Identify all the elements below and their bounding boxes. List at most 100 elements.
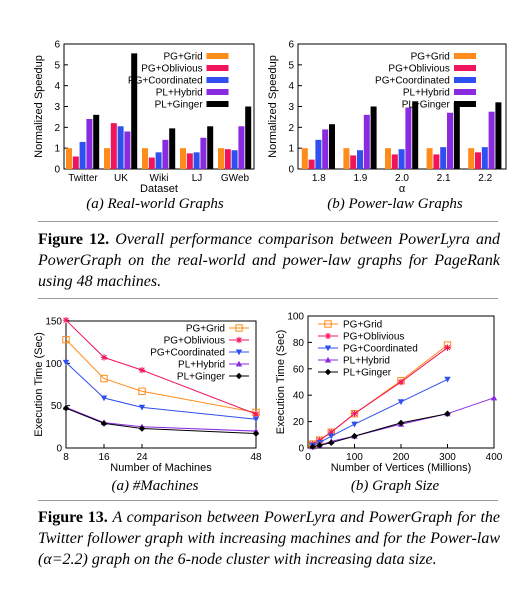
bar-pg-oblivious-2-0: [391, 154, 398, 169]
point-pg-oblivious: [351, 410, 358, 417]
point-pl-ginger: [316, 442, 323, 449]
series-line-pl-hybrid: [65, 406, 257, 432]
legend-label: PL+Hybrid: [178, 360, 225, 371]
legend-label: PG+Grid: [411, 52, 450, 63]
x-tick-label: 0: [305, 452, 311, 463]
bar-pl-hybrid-wiki: [162, 139, 169, 169]
bar-pl-hybrid-2-1: [447, 112, 453, 169]
legend-swatch-pg-grid: [206, 53, 229, 59]
x-tick-label: 2.1: [437, 173, 451, 184]
legend-label: PG+Grid: [186, 324, 225, 335]
bar-pl-ginger-2-1: [453, 102, 460, 169]
y-tick-label: 0: [56, 444, 62, 455]
bar-pl-ginger-1-9: [370, 106, 377, 169]
point-pg-coordinated: [351, 421, 358, 428]
legend-label: PG+Oblivious: [388, 64, 449, 75]
y-axis-label: Execution Time (Sec): [33, 332, 45, 437]
bar-pl-ginger-wiki: [169, 128, 176, 169]
y-tick-label: 40: [293, 391, 305, 402]
point-pg-grid: [235, 324, 243, 332]
point-pl-hybrid: [490, 394, 498, 401]
point-pg-grid: [62, 335, 70, 344]
legend-label: PG+Oblivious: [164, 336, 225, 347]
point-pg-oblivious: [100, 354, 108, 361]
bar-pl-ginger-lj: [207, 126, 214, 169]
x-axis-label: Dataset: [140, 183, 178, 195]
point-pl-ginger: [351, 432, 358, 440]
bar-pg-grid-wiki: [142, 148, 148, 169]
bar-pg-grid-lj: [180, 148, 186, 169]
y-tick-label: 100: [287, 312, 304, 323]
point-pl-ginger: [252, 430, 260, 437]
legend-label: PG+Grid: [164, 52, 203, 63]
legend-label: PL+Hybrid: [343, 356, 390, 367]
figure-12-label: Figure 12.: [38, 231, 110, 248]
bar-pg-oblivious-gweb: [224, 149, 231, 169]
figure-12-caption: Figure 12. Overall performance compariso…: [38, 229, 500, 292]
chart-machines-exec-time: 0 50 100 150 8 16 24 48 Number of Machines Execut…: [33, 317, 262, 475]
plot-frame: [65, 320, 257, 449]
x-tick-label: 1.9: [353, 173, 367, 184]
bar-pg-oblivious-uk: [110, 123, 117, 169]
y-tick-label: 3: [288, 102, 294, 113]
figure-13-text-a: A comparison between PowerLyra and Power…: [38, 509, 501, 568]
y-tick-label: 5: [54, 60, 60, 71]
figure-13-caption: Figure 13. A comparison between PowerLyr…: [38, 507, 500, 570]
point-pg-coordinated: [62, 359, 70, 366]
legend-label: PL+Ginger: [177, 372, 226, 383]
y-axis-label: Normalized Speedup: [267, 55, 279, 158]
bar-pl-hybrid-gweb: [238, 126, 245, 169]
legend-label: PL+Ginger: [402, 100, 451, 111]
figure-12-text: Overall performance comparison between P…: [38, 231, 501, 290]
chart-power-law-speedup: 0 1 2 3 4 5 6 1.8 1.9 2.0 2.1 2.2 α Normalized Speedu…: [267, 40, 507, 195]
bar-pl-hybrid-2-2: [488, 111, 495, 169]
subcaption-13a: (a) #Machines: [111, 478, 199, 494]
y-tick-label: 0: [298, 444, 304, 455]
bar-pl-hybrid-lj: [200, 137, 207, 169]
point-pg-coordinated: [252, 416, 260, 423]
legend-swatch-pg-coordinated: [454, 77, 476, 83]
bar-pl-ginger-1-8: [329, 124, 335, 169]
x-tick-label: 2.0: [395, 173, 409, 184]
legend-label: PL+Hybrid: [403, 88, 450, 99]
x-tick-label: GWeb: [221, 173, 250, 184]
legend-swatch-pg-oblivious: [206, 65, 229, 71]
rule-bottom: [38, 500, 498, 501]
point-pg-oblivious: [138, 366, 146, 374]
point-pl-ginger: [324, 368, 332, 376]
x-axis-label: Number of Vertices (Millions): [331, 462, 472, 474]
legend-label: PG+Oblivious: [141, 64, 202, 75]
y-tick-label: 3: [54, 102, 60, 113]
legend-label: PL+Ginger: [343, 368, 392, 379]
bar-pg-grid-2-2: [468, 148, 475, 169]
y-tick-label: 2: [54, 123, 60, 134]
bar-pg-coordinated-lj: [193, 152, 200, 169]
bar-pg-grid-gweb: [218, 148, 224, 169]
y-tick-label: 4: [54, 81, 60, 92]
y-tick-label: 6: [54, 40, 60, 51]
bar-pg-oblivious-1-8: [308, 159, 315, 169]
y-tick-label: 1: [54, 144, 60, 155]
y-tick-label: 80: [293, 338, 305, 349]
point-pg-coordinated: [397, 399, 405, 405]
point-pg-coordinated: [444, 376, 451, 383]
y-tick-label: 150: [45, 317, 62, 328]
bar-pl-ginger-2-0: [412, 101, 419, 169]
y-tick-label: 6: [288, 40, 294, 51]
point-pg-coordinated: [324, 345, 332, 352]
figure-13-alpha: α=2.2: [43, 551, 83, 568]
rule-middle: [38, 298, 498, 299]
point-pg-grid: [138, 387, 146, 395]
bar-pl-hybrid-1-9: [363, 114, 370, 169]
bar-pg-grid-twitter: [66, 148, 72, 169]
legend-swatch-pl-hybrid: [454, 89, 476, 95]
bar-pl-ginger-twitter: [93, 114, 100, 169]
x-tick-label: LJ: [192, 173, 203, 184]
point-pg-oblivious: [252, 410, 260, 418]
point-pg-oblivious: [324, 332, 332, 340]
bar-pg-coordinated-2-2: [481, 147, 488, 169]
x-tick-label: 16: [98, 452, 110, 463]
point-pg-coordinated: [235, 349, 243, 356]
point-pl-ginger: [309, 443, 316, 450]
bar-pg-coordinated-twitter: [79, 141, 86, 169]
